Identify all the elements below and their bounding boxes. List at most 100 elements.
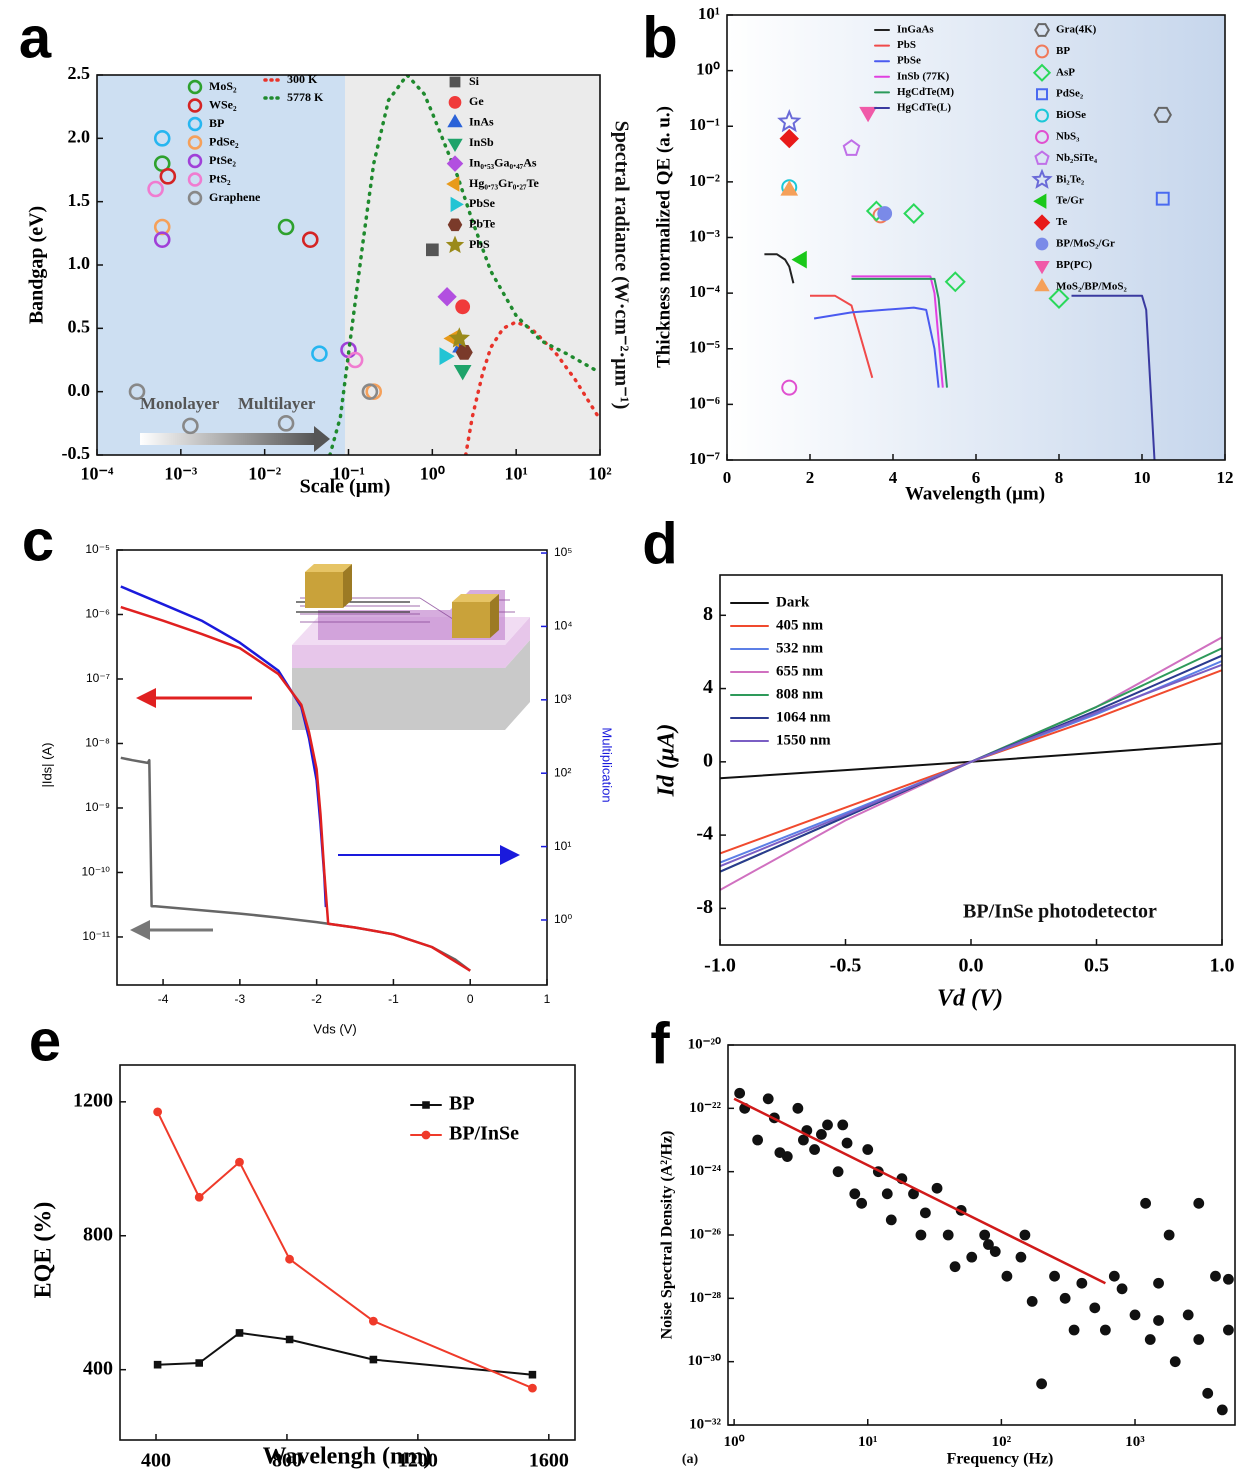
data-point (1140, 1197, 1151, 1209)
legend-label: PbTe (469, 217, 496, 231)
panel-label: b (642, 5, 677, 70)
x-tick-label: 400 (141, 1450, 171, 1471)
panel-b-background (727, 15, 1225, 460)
series-line (764, 253, 795, 284)
y-tick-label: 10⁻⁶ (85, 607, 110, 621)
plot-area (128, 75, 600, 455)
x-tick-label: 0.5 (1084, 955, 1109, 977)
data-point (881, 1188, 893, 1200)
x-tick-label: 10² (588, 463, 611, 483)
y-tick-label: 2.0 (68, 126, 91, 146)
y-tick-label: 8 (703, 603, 713, 625)
data-point (1223, 1273, 1234, 1285)
legend-label: 405 nm (776, 617, 824, 633)
data-point (979, 1229, 991, 1241)
y-tick-label: 10⁻⁵ (689, 338, 720, 357)
data-point (301, 231, 319, 248)
plot-area (120, 585, 471, 972)
data-point (919, 1207, 931, 1219)
annotation: Monolayer (140, 394, 220, 413)
plot-area (720, 636, 1222, 891)
legend-marker (187, 172, 203, 187)
x-tick-label: 0.0 (959, 955, 984, 977)
data-point (1210, 1270, 1221, 1282)
x-axis-title: Frequency (Hz) (947, 1451, 1054, 1468)
data-point (426, 243, 439, 257)
legend-marker (447, 218, 463, 232)
data-point (832, 1166, 844, 1178)
series-line (1071, 294, 1156, 460)
data-point (1182, 1309, 1194, 1321)
legend-label: In₀.₅₃Ga₀.₄₇As (469, 155, 537, 169)
data-point (1153, 106, 1172, 123)
legend-label: BP (209, 116, 224, 130)
data-point (983, 1239, 994, 1250)
legend-label: HgCdTe(M) (897, 86, 954, 98)
legend-label: 1550 nm (776, 732, 831, 748)
y-axis-title: Thickness normalized QE (a. u.) (653, 106, 674, 368)
data-point (128, 383, 146, 400)
data-point (949, 1261, 961, 1273)
data-point (368, 1316, 378, 1326)
data-point (153, 218, 171, 236)
data-point (277, 415, 295, 432)
y-tick-label: 2.5 (68, 63, 91, 83)
data-point (448, 327, 470, 348)
data-point (791, 250, 807, 269)
data-point (859, 106, 877, 123)
legend-marker (421, 1130, 431, 1140)
y-tick-label: 10⁻⁷ (689, 449, 720, 468)
legend-marker (446, 176, 460, 192)
data-point (437, 287, 457, 307)
data-point (774, 1147, 786, 1159)
y-tick-label: 0.5 (68, 316, 91, 336)
x-tick-label: -1 (388, 992, 399, 1006)
legend-label: HgCdTe(L) (897, 102, 951, 114)
data-point (841, 1137, 853, 1149)
legend-marker (1035, 237, 1049, 251)
data-point (455, 299, 471, 315)
series-line (851, 275, 944, 388)
x-tick-label: 10¹ (858, 1434, 878, 1450)
legend-marker (187, 79, 203, 95)
data-point (777, 109, 802, 133)
legend-label: BP/InSe (449, 1123, 519, 1145)
y-tick-label: 10⁻²⁰ (688, 1036, 721, 1052)
data-point (1129, 1309, 1141, 1321)
data-point (1015, 1251, 1027, 1263)
data-point (1108, 1270, 1120, 1282)
data-point (182, 417, 199, 435)
x-tick-label: -0.5 (830, 955, 862, 977)
plot-area (153, 1107, 537, 1393)
data-point (849, 1188, 861, 1200)
series-line (328, 75, 600, 455)
data-point (931, 1182, 943, 1194)
y-tick-label: 400 (83, 1357, 113, 1379)
x-tick-label: 10⁰ (420, 463, 445, 483)
y-axis-title: EQE (%) (31, 1202, 57, 1299)
legend-label: 300 K (287, 72, 318, 86)
x-tick-label: 10 (1134, 468, 1151, 487)
legend-label: Gra(4K) (1056, 24, 1097, 36)
x-tick-label: 8 (1055, 468, 1064, 487)
series-line (851, 277, 948, 388)
data-point (1193, 1334, 1205, 1345)
legend-label: PbS (897, 39, 916, 51)
x-tick-label: 800 (272, 1450, 302, 1471)
panel-label: c (22, 508, 54, 573)
data-point (1116, 1283, 1128, 1295)
x-tick-label: 10⁰ (724, 1434, 745, 1450)
y-tick-label: 10⁻¹⁰ (82, 865, 111, 879)
y-axis-title: Noise Spectral Density (A²/Hz) (659, 1131, 676, 1340)
legend-label: PbSe (469, 196, 496, 210)
legend-marker (447, 138, 463, 152)
legend-marker (1035, 44, 1049, 59)
y-tick-label: 1200 (73, 1089, 113, 1111)
legend-marker (1034, 261, 1050, 275)
series-line (720, 663, 1222, 868)
data-point (1068, 1324, 1080, 1336)
data-point (153, 1107, 163, 1117)
data-point (1223, 1324, 1234, 1336)
x-tick-label: 10² (992, 1434, 1012, 1450)
